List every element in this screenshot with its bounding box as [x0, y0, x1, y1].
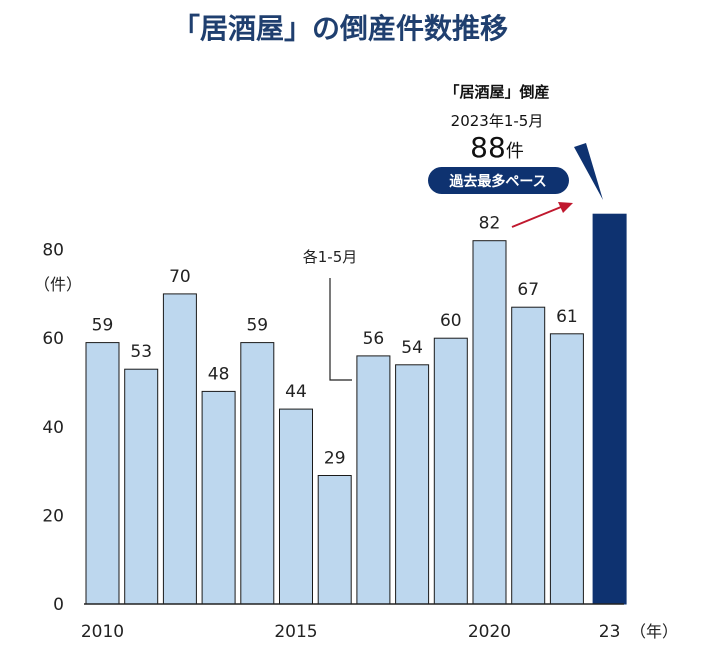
x-axis-ticks: 2010 2015 2020 23 — [81, 622, 621, 642]
period-note: 各1-5月 — [303, 248, 358, 266]
data-label-2011: 53 — [130, 342, 152, 362]
x-tick-label-2010: 2010 — [81, 622, 124, 642]
y-axis-label: （件） — [34, 275, 82, 294]
bar-2017 — [356, 355, 391, 605]
bar-2013 — [201, 390, 236, 605]
data-label-2010: 59 — [92, 316, 114, 336]
bar-2018 — [395, 364, 430, 605]
bar-2019 — [433, 337, 468, 605]
data-label-2022: 61 — [556, 307, 578, 327]
highlight-value: 88 — [470, 131, 506, 164]
data-label-2021: 67 — [517, 280, 539, 300]
badge-background — [428, 167, 569, 194]
y-tick-label: 60 — [42, 329, 64, 349]
data-label-2019: 60 — [440, 311, 462, 331]
trend-arrow — [511, 206, 562, 228]
chart-title: 「居酒屋」の倒産件数推移 — [172, 12, 508, 45]
bar-2012 — [162, 293, 197, 605]
highlight-value-row: 88件 — [470, 131, 524, 164]
y-tick-label: 20 — [42, 506, 64, 526]
data-label-2017: 56 — [363, 329, 385, 349]
data-label-2016: 29 — [324, 449, 346, 469]
y-tick-label: 40 — [42, 418, 64, 438]
highlight-period: 2023年1-5月 — [451, 112, 544, 130]
bar-2021 — [511, 306, 546, 605]
data-label-2014: 59 — [246, 316, 268, 336]
data-label-2020: 82 — [479, 214, 501, 234]
record-pace-badge: 過去最多ペース — [448, 173, 546, 190]
period-note-leader — [329, 278, 352, 381]
data-label-2018: 54 — [401, 338, 423, 358]
trend-arrow-head — [558, 202, 573, 213]
data-label-2013: 48 — [208, 364, 230, 384]
bar-2010 — [85, 342, 120, 605]
x-axis-label: （年） — [630, 622, 678, 641]
data-label-2012: 70 — [169, 267, 191, 287]
y-axis-ticks: 0 20 40 60 80 — [42, 241, 64, 615]
bar-2016 — [317, 475, 352, 605]
y-tick-label: 0 — [53, 595, 64, 615]
y-tick-label: 80 — [42, 241, 64, 261]
highlight-label: 「居酒屋」倒産 — [444, 83, 549, 101]
x-tick-label-2020: 2020 — [468, 622, 511, 642]
highlight-unit: 件 — [506, 141, 524, 162]
x-tick-label-2023: 23 — [599, 622, 621, 642]
bar-2020 — [472, 240, 507, 605]
bar-2011 — [124, 368, 159, 605]
bar-2023 — [592, 213, 627, 605]
bars — [85, 213, 627, 605]
bar-2014 — [240, 342, 275, 605]
data-labels: 59 53 70 48 59 44 29 56 54 60 82 67 61 — [92, 214, 578, 469]
highlight-pointer — [574, 143, 603, 200]
data-label-2015: 44 — [285, 382, 307, 402]
bar-2015 — [279, 408, 313, 605]
x-tick-label-2015: 2015 — [274, 622, 317, 642]
bar-2022 — [549, 333, 584, 605]
